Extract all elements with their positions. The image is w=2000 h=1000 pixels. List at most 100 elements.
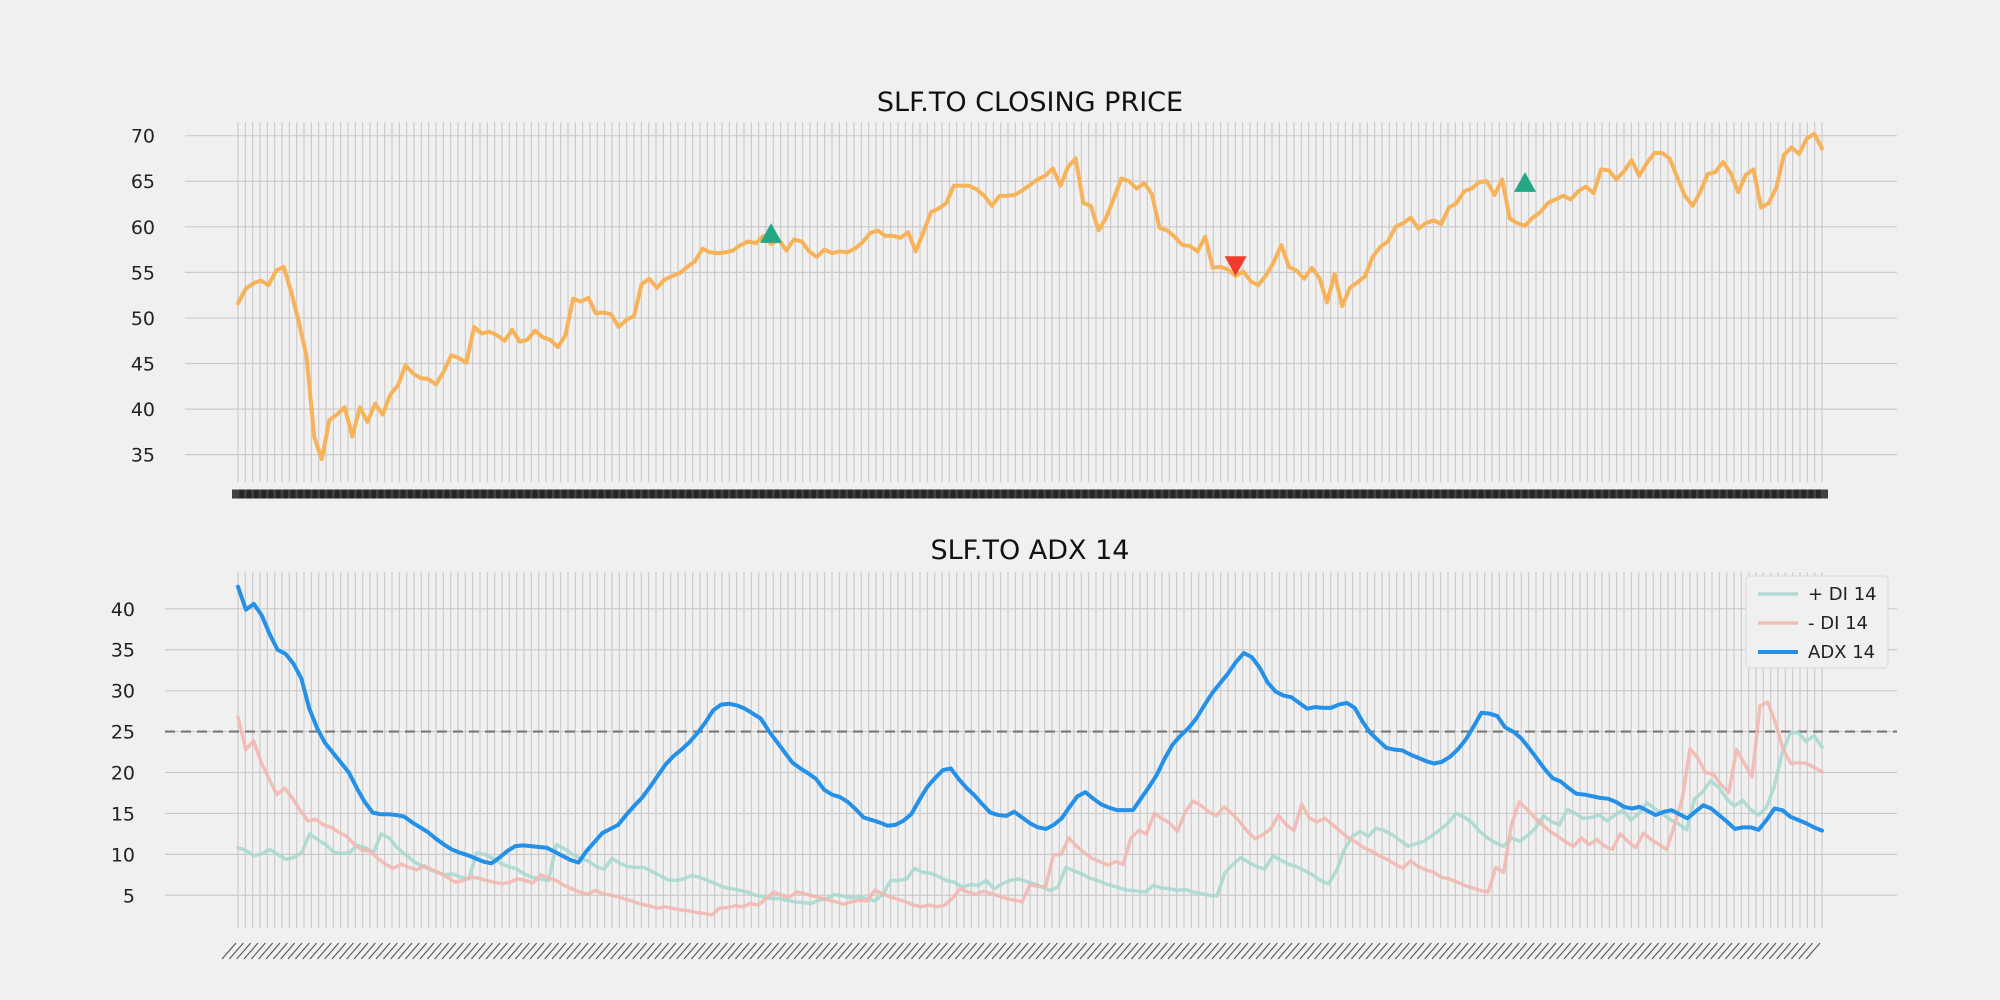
adx-x-tick-label [250,942,266,960]
adx-x-tick-label [316,942,332,960]
adx-x-tick-label [852,942,868,960]
adx-x-tick-label [243,942,259,960]
adx-x-tick-label [1321,942,1337,960]
adx-x-tick-label [1710,942,1726,960]
adx-x-tick-label [1284,942,1300,960]
buy-signal-marker [760,223,783,243]
adx-x-tick-label [1314,942,1330,960]
adx-x-tick-label [1402,942,1418,960]
adx-x-tick-label [866,942,882,960]
adx-x-tick-label [309,942,325,960]
adx-x-tick-label [1292,942,1308,960]
adx-x-tick-label [676,942,692,960]
adx-x-tick-label [595,942,611,960]
adx-x-tick-label [1739,942,1755,960]
adx-x-tick-label [940,942,956,960]
adx-x-tick-label [1570,942,1586,960]
adx-y-tick-label: 40 [111,599,135,621]
adx-x-tick-label [470,942,486,960]
adx-x-tick-label [536,942,552,960]
buy-signal-marker [1514,172,1536,192]
adx-x-tick-label [1754,942,1770,960]
adx-x-tick-label [1416,942,1432,960]
adx-x-tick-label [1086,942,1102,960]
adx-x-tick-label [859,942,875,960]
price-y-tick-label: 40 [131,399,155,421]
adx-x-tick-label [1064,942,1080,960]
adx-series-line-1 [236,700,1824,917]
adx-x-tick-label [1644,942,1660,960]
adx-x-tick-label [1673,942,1689,960]
adx-y-tick-label: 10 [111,844,135,866]
adx-x-tick-label [888,942,904,960]
adx-x-tick-label [573,942,589,960]
adx-x-tick-label [896,942,912,960]
price-y-tick-label: 50 [131,308,155,330]
adx-x-tick-label [1394,942,1410,960]
adx-x-tick-label [404,942,420,960]
adx-x-tick-label [1372,942,1388,960]
legend-label-2: ADX 14 [1808,642,1875,663]
adx-chart-y-axis: 5 10 15 20 25 30 35 40 [111,599,135,907]
price-y-tick-label: 70 [131,126,155,148]
adx-x-tick-label [962,942,978,960]
adx-x-tick-label [918,942,934,960]
adx-x-tick-label [1805,942,1821,960]
adx-x-tick-label [1600,942,1616,960]
adx-x-tick-label [969,942,985,960]
adx-x-tick-label [1350,942,1366,960]
adx-series-line-2 [236,584,1824,866]
adx-x-tick-label [1204,942,1220,960]
adx-x-tick-label [390,942,406,960]
adx-x-tick-label [808,942,824,960]
adx-x-tick-label [668,942,684,960]
adx-x-tick-label [1094,942,1110,960]
adx-x-tick-label [1152,942,1168,960]
adx-x-tick-label [221,942,237,960]
adx-x-tick-label [1776,942,1792,960]
adx-x-tick-label [1079,942,1095,960]
adx-x-tick-label [991,942,1007,960]
adx-x-tick-label [1614,942,1630,960]
adx-x-tick-label [324,942,340,960]
price-chart-signal-markers [760,172,1536,277]
adx-x-tick-label [1020,942,1036,960]
adx-y-tick-label: 20 [111,763,135,785]
adx-x-tick-label [1130,942,1146,960]
adx-x-tick-label [639,942,655,960]
adx-x-tick-label [1409,942,1425,960]
adx-x-tick-label [1123,942,1139,960]
adx-x-tick-label [1358,942,1374,960]
adx-x-tick-label [1042,942,1058,960]
adx-x-tick-label [397,942,413,960]
adx-x-tick-label [1592,942,1608,960]
adx-x-tick-label [984,942,1000,960]
adx-x-tick-label [1519,942,1535,960]
adx-x-tick-label [353,942,369,960]
adx-x-tick-label [522,942,538,960]
adx-x-tick-label [727,942,743,960]
adx-x-tick-label [1541,942,1557,960]
adx-x-tick-label [456,942,472,960]
adx-x-tick-label [1651,942,1667,960]
adx-x-tick-label [1072,942,1088,960]
adx-x-tick-label [822,942,838,960]
adx-x-tick-label [844,942,860,960]
adx-x-tick-label [742,942,758,960]
adx-chart-x-axis [221,942,1821,960]
adx-x-tick-label [1277,942,1293,960]
adx-y-tick-label: 25 [111,722,135,744]
adx-x-tick-label [1240,942,1256,960]
price-chart-title: SLF.TO CLOSING PRICE [877,87,1183,118]
adx-x-tick-label [1468,942,1484,960]
adx-x-tick-label [1050,942,1066,960]
adx-x-tick-label [302,942,318,960]
adx-x-tick-label [976,942,992,960]
adx-x-tick-label [514,942,530,960]
adx-x-tick-label [1306,942,1322,960]
adx-x-tick-label [1607,942,1623,960]
price-chart-series [236,131,1824,462]
adx-x-tick-label [258,942,274,960]
adx-x-tick-label [280,942,296,960]
legend-box [1745,575,1889,669]
